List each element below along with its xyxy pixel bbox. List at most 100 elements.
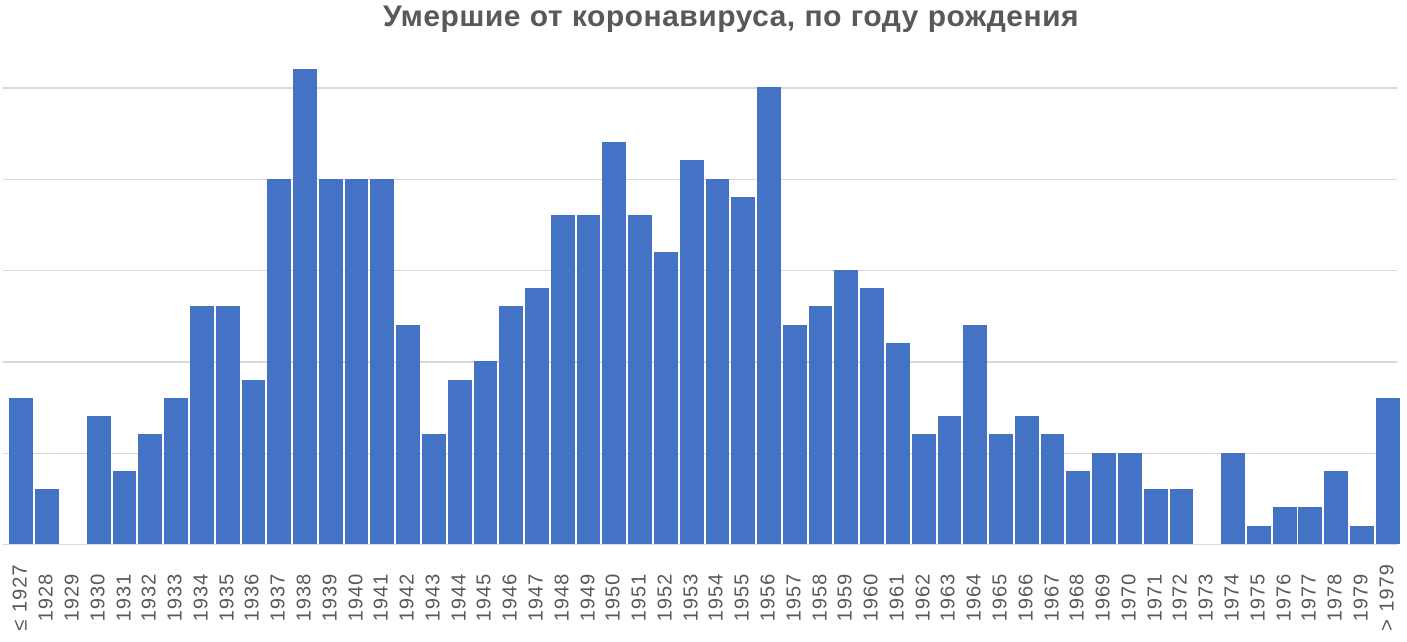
x-axis-label: 1967 [1041, 572, 1064, 622]
x-axis-label: 1933 [164, 572, 187, 622]
bar [782, 324, 807, 544]
x-axis-label: 1937 [267, 572, 290, 622]
x-axis-label: 1974 [1221, 572, 1244, 622]
x-axis-label: 1929 [61, 572, 84, 622]
x-axis-label: 1948 [551, 572, 574, 622]
bar [396, 324, 420, 544]
bar [215, 306, 240, 544]
bar [550, 215, 575, 544]
bar [112, 470, 137, 544]
bar [1221, 452, 1245, 544]
bar [860, 288, 885, 544]
bar [731, 196, 756, 544]
x-axis-label: 1964 [963, 572, 986, 622]
bar [963, 324, 988, 544]
x-axis-label: 1978 [1324, 572, 1347, 622]
bar [421, 434, 446, 544]
x-axis-label: > 1979 [1376, 563, 1399, 631]
bar [499, 306, 524, 544]
x-axis-label: 1976 [1273, 572, 1296, 622]
x-axis-label: 1940 [345, 572, 368, 622]
x-axis-label: 1960 [860, 572, 883, 622]
x-axis-label: 1972 [1169, 572, 1192, 622]
bar [9, 397, 34, 544]
x-axis-label: 1977 [1298, 572, 1321, 622]
bar [911, 434, 936, 544]
x-axis-label: 1975 [1247, 572, 1270, 622]
x-axis-label: 1941 [370, 572, 393, 622]
x-axis-line [3, 544, 1397, 546]
x-axis-label: ≤ 1927 [9, 563, 32, 631]
x-axis-label: 1959 [834, 572, 857, 622]
x-axis-label: 1930 [87, 572, 110, 622]
bar [1350, 525, 1374, 544]
bar [808, 306, 833, 544]
bar [705, 178, 730, 544]
bar [267, 178, 292, 544]
bar [35, 489, 60, 544]
bar [1375, 397, 1400, 544]
x-axis-label: 1942 [396, 572, 419, 622]
x-axis-label: 1946 [499, 572, 522, 622]
x-axis-label: 1951 [628, 572, 651, 622]
x-axis-label: 1928 [35, 572, 58, 622]
bar [164, 397, 188, 544]
bar [886, 343, 910, 544]
bar [344, 178, 369, 544]
x-axis-label: 1939 [319, 572, 342, 622]
x-axis-label: 1971 [1144, 572, 1167, 622]
x-axis-label: 1947 [525, 572, 548, 622]
bar [447, 379, 472, 544]
bar [241, 379, 266, 544]
x-axis-label: 1945 [473, 572, 496, 622]
bar [525, 288, 549, 544]
gridline [3, 87, 1397, 89]
x-axis-label: 1966 [1015, 572, 1038, 622]
x-axis-label: 1973 [1195, 572, 1218, 622]
chart-title: Умершие от коронавируса, по году рождени… [382, 0, 1080, 33]
bar [370, 178, 395, 544]
bar [1272, 507, 1297, 544]
x-axis-label: 1961 [886, 572, 909, 622]
bar [1040, 434, 1065, 544]
x-axis-label: 1956 [757, 572, 780, 622]
x-axis-label: 1932 [138, 572, 161, 622]
x-axis-label: 1936 [241, 572, 264, 622]
x-axis-label: 1962 [912, 572, 935, 622]
x-axis-label: 1950 [602, 572, 625, 622]
x-axis-label: 1944 [448, 572, 471, 622]
bar [602, 142, 627, 544]
x-axis-label: 1935 [216, 572, 239, 622]
bar [757, 87, 781, 544]
x-axis-label: 1965 [989, 572, 1012, 622]
bar [1298, 507, 1323, 544]
bar [989, 434, 1013, 544]
bar [189, 306, 214, 544]
x-axis-label: 1952 [654, 572, 677, 622]
x-axis-label: 1969 [1092, 572, 1115, 622]
x-axis-label: 1955 [731, 572, 754, 622]
bar [628, 215, 652, 544]
x-axis-label: 1970 [1118, 572, 1141, 622]
x-axis-label: 1963 [937, 572, 960, 622]
x-axis-label: 1953 [680, 572, 703, 622]
x-axis-label: 1979 [1350, 572, 1373, 622]
bar [1246, 525, 1271, 544]
bar [1118, 452, 1142, 544]
bar [1066, 470, 1091, 544]
bar [834, 269, 859, 544]
bar [937, 416, 962, 544]
bar [1143, 489, 1168, 544]
bar [473, 361, 498, 544]
x-axis-label: 1958 [809, 572, 832, 622]
bar [679, 160, 704, 544]
bar [653, 251, 678, 544]
bar [1092, 452, 1117, 544]
bar [1169, 489, 1194, 544]
x-axis-label: 1954 [705, 572, 728, 622]
x-axis-label: 1931 [113, 572, 135, 622]
x-axis-label: 1949 [577, 572, 600, 622]
bar [1324, 470, 1349, 544]
bar [293, 68, 317, 544]
